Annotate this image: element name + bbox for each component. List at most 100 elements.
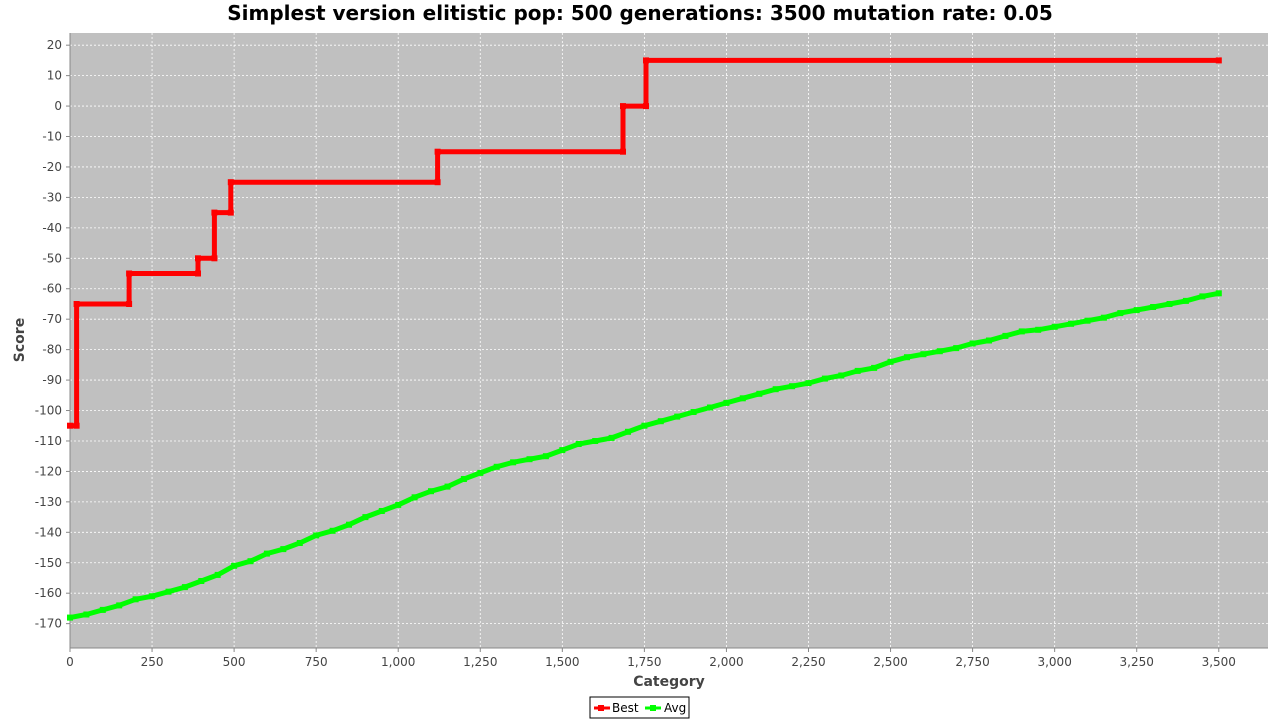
data-point-avg (67, 614, 73, 621)
y-tick-label: -70 (42, 312, 62, 326)
data-point-avg (838, 372, 845, 379)
data-point-best (73, 301, 80, 307)
legend-label-avg: Avg (664, 701, 686, 715)
x-tick-label: 500 (223, 655, 246, 669)
data-point-avg (116, 602, 123, 609)
y-tick-label: -30 (42, 190, 62, 204)
y-tick-label: -40 (42, 221, 62, 235)
legend-item-avg: Avg (645, 701, 686, 715)
y-tick-label: -100 (35, 404, 62, 418)
data-point-avg (657, 418, 664, 425)
data-point-avg (444, 483, 451, 490)
data-point-avg (460, 476, 467, 482)
data-point-avg (99, 606, 106, 613)
data-point-avg (329, 527, 336, 534)
data-point-avg (313, 532, 320, 539)
data-point-avg (575, 441, 582, 447)
series-layer (67, 57, 1222, 621)
data-point-best (620, 148, 626, 155)
y-tick-label: -20 (42, 160, 62, 174)
y-tick-label: -90 (42, 373, 62, 387)
data-point-best (195, 255, 201, 262)
x-axis-title: Category (633, 674, 705, 690)
data-point-avg (789, 383, 796, 390)
data-point-avg (904, 354, 910, 361)
data-point-avg (214, 571, 221, 578)
y-tick-label: -160 (35, 586, 62, 600)
y-tick-label: -50 (42, 251, 62, 265)
data-point-avg (1133, 307, 1140, 314)
data-point-avg (1199, 293, 1206, 300)
data-point-avg (395, 501, 402, 508)
data-point-avg (231, 562, 238, 569)
data-point-avg (362, 514, 369, 521)
data-point-best (227, 209, 234, 216)
data-point-best (211, 255, 218, 262)
data-point-avg (477, 469, 484, 476)
data-point-avg (756, 390, 763, 397)
legend-box (589, 696, 690, 719)
data-point-avg (986, 337, 992, 344)
data-point-best (434, 179, 441, 186)
data-point-avg (428, 488, 434, 495)
x-tick-label: 750 (305, 655, 328, 669)
x-tick-label: 1,500 (545, 655, 579, 669)
y-tick-label: -80 (42, 343, 62, 357)
data-point-avg (378, 508, 385, 514)
data-point-avg (690, 409, 697, 415)
data-point-avg (608, 434, 615, 441)
y-tick-label: 0 (54, 99, 62, 113)
x-tick-label: 1,750 (627, 655, 661, 669)
x-tick-label: 2,750 (955, 655, 989, 669)
data-point-avg (510, 459, 517, 466)
legend-label-best: Best (612, 701, 639, 715)
data-point-avg (247, 558, 254, 565)
data-point-best (73, 422, 80, 429)
data-point-avg (198, 578, 205, 584)
x-tick-label: 3,500 (1202, 655, 1236, 669)
data-point-best (643, 57, 649, 64)
data-point-avg (181, 584, 188, 591)
x-tick-label: 2,500 (873, 655, 907, 669)
data-point-avg (739, 395, 746, 402)
data-point-avg (953, 345, 960, 352)
data-point-avg (1150, 304, 1157, 310)
chart-title: Simplest version elitistic pop: 500 gene… (227, 1, 1053, 25)
data-point-avg (1100, 314, 1107, 321)
data-point-best (434, 148, 441, 155)
data-point-avg (641, 422, 648, 429)
data-point-best (1215, 57, 1222, 64)
data-point-avg (411, 494, 418, 501)
data-point-avg (723, 399, 730, 406)
data-point-avg (1117, 310, 1124, 317)
data-point-avg (296, 540, 303, 546)
y-tick-label: -150 (35, 556, 62, 570)
data-point-avg (132, 596, 139, 603)
data-point-avg (871, 364, 878, 371)
y-tick-label: -140 (35, 525, 62, 539)
y-tick-label: -130 (35, 495, 62, 509)
data-point-avg (526, 456, 533, 463)
plot-area (70, 33, 1268, 648)
data-point-best (195, 270, 201, 277)
data-point-avg (1182, 297, 1189, 304)
x-tick-label: 2,250 (791, 655, 825, 669)
series-line-best (70, 57, 1219, 429)
data-point-avg (854, 367, 861, 374)
data-point-avg (1084, 317, 1091, 324)
data-point-avg (674, 413, 681, 420)
legend-marker-best (598, 705, 604, 711)
data-point-avg (592, 438, 599, 444)
x-tick-label: 250 (141, 655, 164, 669)
legend-item-best: Best (594, 701, 639, 715)
data-point-avg (1018, 328, 1025, 335)
y-tick-label: -170 (35, 617, 62, 631)
data-point-avg (1002, 332, 1009, 339)
y-tick-label: -110 (35, 434, 62, 448)
data-point-avg (1051, 323, 1058, 330)
data-point-avg (1166, 301, 1173, 307)
x-tick-label: 1,250 (463, 655, 497, 669)
data-point-avg (936, 348, 943, 355)
gridlines (69, 33, 1268, 648)
y-tick-label: 20 (47, 38, 62, 52)
